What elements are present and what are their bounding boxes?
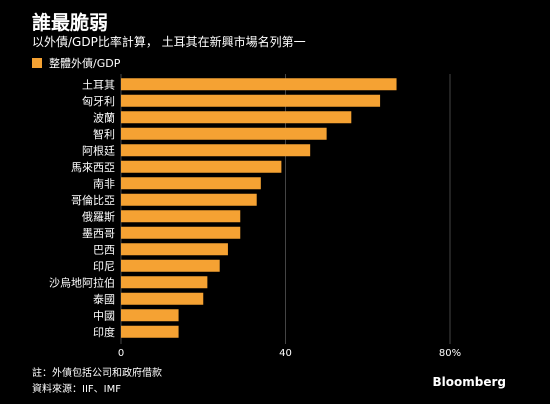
- legend-swatch: [32, 58, 42, 68]
- category-label-9: 墨西哥: [82, 227, 115, 240]
- category-label-4: 阿根廷: [82, 143, 115, 157]
- bar-0: [121, 78, 397, 91]
- bar-11: [121, 259, 220, 272]
- category-label-3: 智利: [93, 127, 115, 141]
- bar-7: [121, 193, 257, 206]
- chart-title: 誰最脆弱: [32, 12, 109, 34]
- bar-2: [121, 111, 352, 124]
- bar-3: [121, 127, 327, 140]
- category-label-2: 波蘭: [93, 111, 115, 124]
- bar-8: [121, 210, 241, 223]
- category-label-5: 馬來西亞: [71, 161, 115, 174]
- category-label-13: 泰國: [93, 292, 115, 306]
- bar-4: [121, 144, 311, 157]
- source-note: 資料來源：IIF、IMF: [32, 384, 121, 395]
- bar-12: [121, 276, 208, 289]
- category-label-10: 巴西: [93, 243, 115, 256]
- legend: 整體外債/GDP: [32, 55, 120, 71]
- bar-1: [121, 94, 381, 107]
- bar-15: [121, 325, 179, 338]
- x-tick-label-1: 40: [279, 348, 292, 359]
- category-label-15: 印度: [93, 325, 115, 339]
- category-label-6: 南非: [93, 177, 115, 190]
- category-label-14: 中國: [93, 309, 115, 322]
- brand-logo: Bloomberg: [432, 375, 507, 389]
- chart-subtitle: 以外債/GDP比率計算， 土耳其在新興市場名列第一: [32, 35, 306, 49]
- x-tick-label-2: 80%: [439, 348, 461, 359]
- category-label-8: 俄羅斯: [82, 210, 115, 223]
- bar-5: [121, 160, 282, 173]
- bar-10: [121, 243, 228, 256]
- legend-label: 整體外債/GDP: [49, 57, 121, 70]
- bar-6: [121, 177, 261, 190]
- category-label-7: 哥倫比亞: [71, 193, 115, 207]
- category-label-1: 匈牙利: [82, 94, 115, 108]
- category-label-12: 沙烏地阿拉伯: [49, 275, 115, 289]
- bar-9: [121, 226, 241, 239]
- x-tick-label-0: 0: [118, 348, 124, 359]
- category-label-11: 印尼: [93, 260, 115, 273]
- footnote: 註：外債包括公司和政府借款: [32, 368, 162, 379]
- bar-14: [121, 309, 179, 322]
- bar-13: [121, 292, 204, 305]
- category-label-0: 土耳其: [82, 78, 115, 91]
